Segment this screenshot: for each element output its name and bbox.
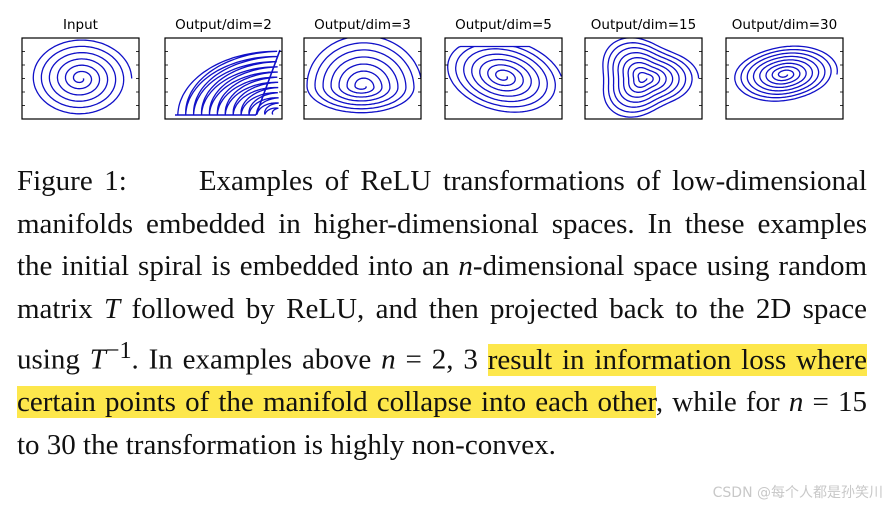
caption-text-5: = 2, 3 — [395, 343, 488, 376]
spiral-curve — [602, 38, 700, 118]
caption-text-1: Examples of ReLU transformations of low-… — [17, 165, 867, 282]
caption-text-7: = 15 to 30 the transformation is highly … — [17, 386, 867, 461]
panel-frame — [444, 37, 563, 120]
spiral-curve — [447, 45, 562, 113]
panel-dim5: Output/dim=5 — [444, 17, 563, 120]
panel-title: Output/dim=15 — [591, 17, 696, 33]
panel-frame — [584, 37, 703, 120]
collapse-line — [255, 49, 281, 116]
figure-panels: Input Output/dim=2 Output/dim=3 Output/dim=… — [21, 17, 844, 120]
watermark: CSDN @每个人都是孙笑川 — [712, 485, 883, 501]
math-n: n — [788, 386, 804, 419]
panel-title: Output/dim=2 — [175, 17, 272, 33]
panel-dim15: Output/dim=15 — [584, 17, 703, 120]
panel-title: Output/dim=30 — [732, 17, 837, 33]
caption-text-3: followed by ReLU, and then projected bac… — [17, 292, 868, 376]
math-n: n — [458, 250, 473, 282]
math-T: T — [104, 292, 121, 325]
caption-text-2: -dimensional space using random matrix — [17, 250, 868, 325]
panel-title: Input — [63, 17, 98, 33]
figure-caption: Figure 1: Examples of ReLU transformation… — [17, 160, 868, 466]
spiral-curve — [177, 50, 279, 115]
spiral-curve — [32, 39, 133, 115]
caption-text-6: , while for — [655, 386, 789, 419]
math-T-inverse: T — [89, 343, 106, 376]
panel-title: Output/dim=5 — [455, 17, 552, 33]
caption-label: Figure 1: — [17, 165, 127, 197]
spiral-curve — [306, 38, 421, 114]
spiral-curve — [734, 45, 838, 102]
panel-input: Input — [21, 17, 140, 120]
panel-title: Output/dim=3 — [314, 17, 411, 33]
panel-dim30: Output/dim=30 — [725, 17, 844, 120]
caption-text-4: . In examples above — [131, 343, 382, 376]
math-superscript: −1 — [105, 337, 132, 364]
panel-dim3: Output/dim=3 — [303, 17, 422, 120]
panel-dim2: Output/dim=2 — [164, 17, 283, 120]
math-n: n — [381, 343, 396, 376]
